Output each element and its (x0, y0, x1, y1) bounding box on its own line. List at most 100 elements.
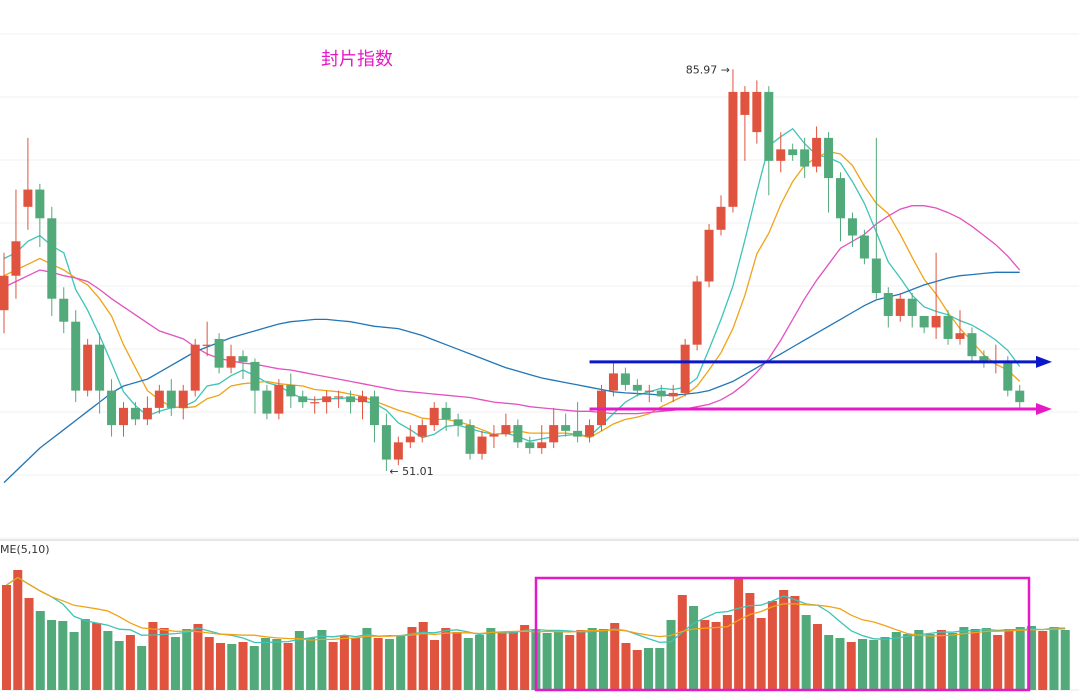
candle (943, 310, 953, 345)
volume-bar (69, 632, 79, 690)
volume-bar (948, 633, 958, 690)
candle (1015, 384, 1025, 408)
candle-body (859, 235, 869, 259)
candle-body (453, 419, 463, 426)
candle-body (71, 321, 81, 391)
candle (334, 390, 344, 408)
candle (190, 338, 200, 397)
candle (919, 315, 929, 334)
volume-bar (238, 642, 248, 690)
candle-body (979, 356, 989, 362)
candle (346, 390, 356, 414)
volume-bar (632, 650, 642, 690)
candle (632, 379, 642, 397)
candle (405, 425, 415, 449)
candle-body (286, 384, 296, 397)
volume-bar (734, 578, 744, 690)
volume-bar (294, 631, 304, 690)
candle-body (226, 356, 236, 368)
volume-bar (193, 624, 203, 690)
candle (895, 292, 905, 322)
candle-body (620, 373, 630, 385)
candle (298, 390, 308, 408)
candle-body (1015, 390, 1025, 403)
candle (393, 436, 403, 466)
candle (812, 126, 822, 173)
volume-bar (689, 606, 699, 690)
candle-body (812, 137, 822, 167)
volume-bar (1038, 631, 1048, 690)
candle-body (525, 442, 535, 449)
volume-bar (812, 624, 822, 690)
volume-bar (384, 639, 394, 690)
candle-body (644, 390, 654, 392)
volume-bar (283, 643, 293, 690)
candle (11, 189, 21, 299)
candle-body (369, 396, 379, 426)
volume-bar (711, 622, 721, 690)
candle-body (561, 425, 571, 431)
ma-line-ma20 (3, 205, 1021, 415)
candle-body (274, 384, 284, 414)
candle-body (322, 396, 332, 403)
volume-highlight-box (534, 576, 1031, 692)
volume-bar (587, 628, 597, 690)
candle-body (262, 390, 272, 414)
volume-bar (47, 620, 57, 690)
candle (704, 224, 714, 288)
volume-bar (475, 635, 485, 690)
volume-bar (576, 630, 586, 690)
candle (358, 390, 367, 420)
candle-layer (0, 69, 1025, 471)
candle-body (83, 344, 93, 391)
volume-bar (452, 632, 462, 690)
candle (35, 183, 45, 248)
candle-body (943, 315, 953, 339)
candle-body (501, 425, 511, 435)
volume-bar (970, 629, 980, 690)
candle (429, 402, 439, 431)
candle (381, 413, 391, 471)
candle-body (704, 229, 714, 282)
volume-bar (373, 638, 383, 690)
candle-body (130, 407, 140, 420)
volume-bar (35, 611, 45, 690)
candle-body (154, 390, 164, 408)
candle-body (668, 392, 678, 397)
candle-body (35, 189, 45, 219)
candle (955, 310, 965, 345)
volume-bar (339, 635, 349, 690)
candle-body (608, 373, 618, 391)
candle (130, 402, 140, 426)
annotation-layer: 85.97 → ← 51.01 (389, 63, 1052, 692)
volume-bar (418, 622, 428, 690)
volume-bar (981, 628, 991, 690)
volume-bar (722, 615, 732, 690)
volume-bar (24, 598, 34, 690)
volume-bar (644, 648, 654, 690)
candle-body (907, 298, 917, 316)
candle-body (656, 390, 666, 397)
candle (250, 358, 260, 414)
candle (214, 333, 224, 374)
volume-bar (114, 641, 124, 690)
magenta-arrow-head (1036, 403, 1052, 416)
candle (202, 321, 212, 357)
blue-arrow-head (1036, 355, 1052, 368)
candle-body (166, 390, 176, 408)
candle (752, 80, 762, 144)
candle (453, 413, 463, 437)
volume-bar (553, 632, 563, 690)
volume-bar (430, 640, 440, 690)
candle (154, 384, 164, 414)
candle (728, 69, 738, 213)
candle-body (692, 281, 702, 345)
candle-body (919, 315, 929, 328)
volume-bar (13, 570, 23, 690)
volume-bar (565, 635, 575, 690)
candle-body (417, 425, 427, 437)
volume-bar (1060, 630, 1070, 690)
volume-bar (362, 628, 372, 690)
candle (620, 367, 630, 391)
candle (310, 396, 320, 414)
